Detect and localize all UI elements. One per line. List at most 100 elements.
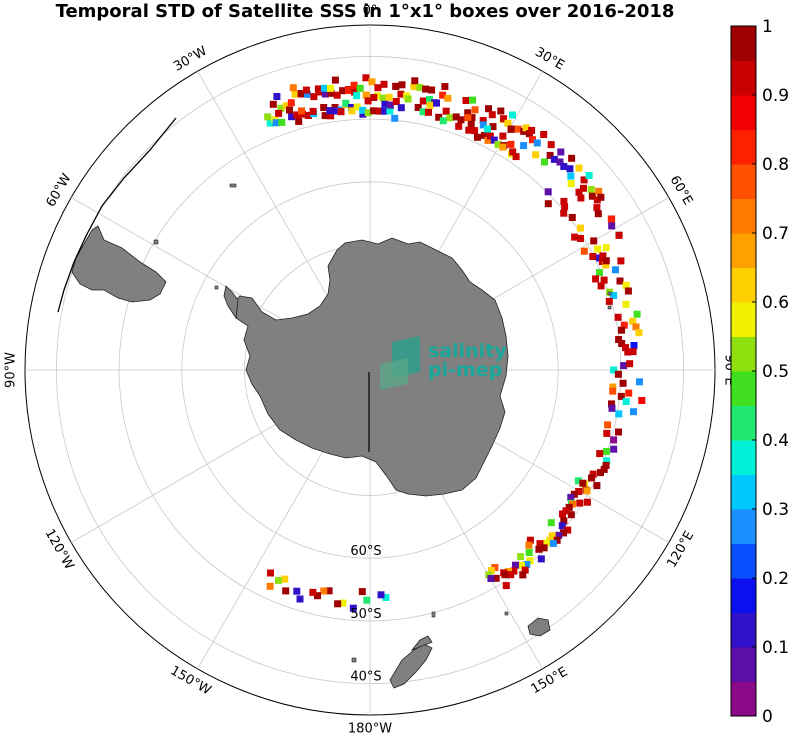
sss-std-cell [608,222,616,230]
sss-std-cell [277,104,285,112]
antarctica-landmass [231,237,509,497]
sss-std-cell [490,136,498,144]
sss-std-cell [620,362,628,370]
sss-std-cell [293,587,301,595]
sss-std-cell [512,153,520,161]
sss-std-cell [287,99,295,107]
sss-std-cell [593,482,601,490]
antarctic-peninsula [223,285,239,320]
sss-std-cell [583,498,591,506]
sss-std-cell [597,193,605,201]
colorbar-tick-label: 1 [762,17,773,37]
lat-label: 40°S [350,670,381,685]
sss-std-cell [370,107,378,115]
sss-std-cell [487,567,495,574]
sss-std-cell [385,93,393,101]
colorbar-tick-label: 0.1 [762,638,789,658]
colorbar-segment [731,578,756,613]
sss-std-cell [577,194,585,202]
sss-std-cell [593,196,601,204]
sss-std-cell [602,261,610,269]
colorbar-tick-label: 0.2 [762,569,789,589]
sss-std-cell [556,158,564,166]
sss-std-cell [630,342,638,349]
sss-std-cell [568,154,576,162]
sss-std-cell [566,165,574,173]
sss-std-cell [425,108,432,116]
sss-std-cell [614,370,622,378]
sss-std-cell [635,329,643,337]
sss-std-cell [593,204,601,212]
sss-std-cell [410,83,418,91]
colorbar-segment [731,474,756,510]
sss-std-cell [464,114,472,122]
sss-std-cell [507,125,515,133]
sss-std-cell [446,114,454,122]
sss-std-cell [439,117,447,125]
sss-std-cell [494,140,502,148]
sss-std-cell [435,113,443,121]
sss-std-cell [594,210,602,218]
sss-std-cell [386,101,394,109]
sss-std-cell [303,90,311,98]
sss-std-cell [638,397,646,404]
lat-label: 50°S [350,607,381,622]
sss-std-cell [526,536,534,544]
sss-std-cell [523,560,531,568]
sss-std-cell [325,587,333,595]
sss-std-cell [471,106,479,114]
sss-std-cell [596,450,604,458]
sss-std-cell [575,488,583,495]
colorbar-tick-label: 0.5 [762,362,789,382]
sss-std-cell [525,549,533,556]
sss-std-cell [374,92,382,100]
sss-std-cell [510,567,518,575]
sss-std-cell [509,148,517,156]
sss-std-cell [362,91,370,99]
sss-std-cell [605,297,613,305]
sss-std-cell [275,576,282,584]
sss-std-cell [370,94,378,101]
sss-std-cell [622,344,629,352]
sss-std-cell [609,387,617,395]
sss-std-cell [617,257,625,265]
colorbar-segment [731,612,756,648]
sss-std-cell [414,104,422,111]
sss-std-cell [469,96,476,104]
sss-std-cell [331,76,339,84]
sss-std-cell [560,197,568,205]
sss-std-cell [575,188,583,196]
sss-std-cell [622,281,630,289]
sss-std-cell [487,575,495,582]
sss-std-cell [553,536,561,544]
colorbar-segment [731,129,756,165]
colorbar-segment [731,543,756,579]
sss-std-cell [422,85,430,93]
sss-std-cell [465,126,473,134]
lon-label: 0° [363,4,378,19]
colorbar-segment [731,405,756,441]
sss-std-cell [547,519,555,527]
sss-std-cell [629,317,637,325]
colorbar-segment [731,95,756,130]
sss-std-cell [499,132,507,140]
sss-std-cell [602,447,610,455]
sss-std-cell [589,470,597,478]
sss-std-cell [558,522,566,530]
sss-std-cell [309,588,317,596]
sss-std-cell [616,277,624,285]
sss-std-cell [595,187,603,195]
sss-std-cell [411,77,419,85]
sss-std-cell [564,526,572,534]
sss-std-cell [288,113,296,121]
sss-std-cell [428,86,436,94]
sss-std-cell [291,90,299,98]
colorbar-segment [731,267,756,303]
sss-std-cell [497,107,505,115]
sss-std-cell [264,113,272,121]
sss-std-cell [636,378,643,386]
colorbar-tick-label: 0.6 [762,293,789,313]
sss-std-cell [381,100,389,108]
sss-std-cell [579,479,587,487]
sss-std-cell [404,95,412,103]
